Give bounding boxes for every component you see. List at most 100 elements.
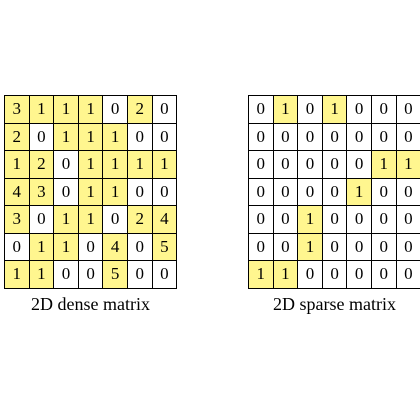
sparse-matrix-cell-r0-c1: 1 (273, 96, 299, 124)
dense-matrix-cell-r1-c0: 2 (5, 123, 30, 151)
dense-matrix-cell-r2-c2: 0 (54, 151, 79, 179)
sparse-matrix-cell-r0-c2: 0 (298, 96, 323, 124)
sparse-matrix-cell-r4-c4: 0 (347, 206, 372, 234)
dense-matrix-cell-r0-c5: 2 (127, 96, 153, 124)
sparse-matrix-cell-r0-c0: 0 (249, 96, 274, 124)
dense-matrix-cell-r5-c5: 0 (127, 233, 153, 261)
dense-matrix-cell-r1-c2: 1 (54, 123, 79, 151)
sparse-matrix-cell-r2-c0: 0 (249, 151, 274, 179)
sparse-matrix-cell-r2-c3: 0 (322, 151, 348, 179)
dense-matrix-cell-r4-c2: 1 (54, 206, 79, 234)
sparse-matrix-cell-r6-c1: 1 (273, 261, 299, 289)
sparse-matrix-cell-r5-c0: 0 (249, 233, 274, 261)
dense-matrix-cell-r4-c0: 3 (5, 206, 30, 234)
dense-matrix-cell-r0-c4: 0 (103, 96, 128, 124)
dense-matrix-cell-r4-c3: 1 (78, 206, 104, 234)
sparse-matrix-cell-r5-c1: 0 (273, 233, 299, 261)
dense-matrix-cell-r1-c3: 1 (78, 123, 104, 151)
sparse-matrix-cell-r2-c6: 1 (396, 151, 420, 179)
dense-matrix-cell-r6-c5: 0 (127, 261, 153, 289)
dense-matrix-cell-r4-c6: 4 (152, 206, 178, 234)
sparse-matrix-cell-r6-c6: 0 (396, 261, 420, 289)
sparse-matrix-cell-r3-c3: 0 (322, 178, 348, 206)
dense-matrix-cell-r4-c4: 0 (103, 206, 128, 234)
sparse-matrix-cell-r0-c5: 0 (371, 96, 397, 124)
sparse-matrix-cell-r6-c0: 1 (249, 261, 274, 289)
dense-matrix-cell-r6-c4: 5 (103, 261, 128, 289)
sparse-matrix-cell-r0-c3: 1 (322, 96, 348, 124)
sparse-matrix-cell-r0-c6: 0 (396, 96, 420, 124)
sparse-matrix-cell-r1-c1: 0 (273, 123, 299, 151)
dense-matrix-cell-r4-c1: 0 (29, 206, 55, 234)
dense-matrix-cell-r0-c3: 1 (78, 96, 104, 124)
sparse-matrix-caption: 2D sparse matrix (273, 293, 396, 314)
dense-matrix-cell-r5-c0: 0 (5, 233, 30, 261)
sparse-matrix-cell-r3-c0: 0 (249, 178, 274, 206)
sparse-matrix-cell-r3-c2: 0 (298, 178, 323, 206)
sparse-matrix-cell-r3-c5: 0 (371, 178, 397, 206)
sparse-matrix-cell-r6-c2: 0 (298, 261, 323, 289)
sparse-matrix-cell-r2-c1: 0 (273, 151, 299, 179)
sparse-matrix-cell-r4-c3: 0 (322, 206, 348, 234)
sparse-matrix-cell-r0-c4: 0 (347, 96, 372, 124)
sparse-matrix-cell-r4-c5: 0 (371, 206, 397, 234)
sparse-matrix-cell-r1-c2: 0 (298, 123, 323, 151)
dense-matrix-cell-r5-c1: 1 (29, 233, 55, 261)
dense-matrix-cell-r3-c4: 1 (103, 178, 128, 206)
dense-matrix-cell-r3-c3: 1 (78, 178, 104, 206)
dense-matrix-cell-r3-c2: 0 (54, 178, 79, 206)
dense-matrix-caption: 2D dense matrix (31, 293, 150, 314)
dense-matrix-cell-r5-c6: 5 (152, 233, 178, 261)
sparse-matrix-cell-r2-c4: 0 (347, 151, 372, 179)
dense-matrix-cell-r4-c5: 2 (127, 206, 153, 234)
sparse-matrix-cell-r4-c2: 1 (298, 206, 323, 234)
dense-matrix-cell-r6-c6: 0 (152, 261, 178, 289)
sparse-matrix-cell-r4-c0: 0 (249, 206, 274, 234)
dense-matrix-cell-r6-c0: 1 (5, 261, 30, 289)
dense-matrix-cell-r1-c1: 0 (29, 123, 55, 151)
dense-matrix-cell-r2-c6: 1 (152, 151, 178, 179)
sparse-matrix-cell-r6-c4: 0 (347, 261, 372, 289)
sparse-matrix-cell-r1-c6: 0 (396, 123, 420, 151)
sparse-matrix-cell-r5-c6: 0 (396, 233, 420, 261)
dense-matrix-cell-r3-c1: 3 (29, 178, 55, 206)
dense-matrix-cell-r1-c4: 1 (103, 123, 128, 151)
sparse-matrix-cell-r2-c2: 0 (298, 151, 323, 179)
dense-matrix-cell-r2-c1: 2 (29, 151, 55, 179)
sparse-matrix-cell-r5-c3: 0 (322, 233, 348, 261)
dense-matrix-cell-r1-c6: 0 (152, 123, 178, 151)
dense-matrix-cell-r0-c6: 0 (152, 96, 178, 124)
sparse-matrix-cell-r3-c1: 0 (273, 178, 299, 206)
sparse-matrix-cell-r4-c6: 0 (396, 206, 420, 234)
sparse-matrix-cell-r1-c3: 0 (322, 123, 348, 151)
sparse-matrix-cell-r6-c3: 0 (322, 261, 348, 289)
dense-matrix-cell-r5-c4: 4 (103, 233, 128, 261)
dense-matrix-cell-r0-c0: 3 (5, 96, 30, 124)
dense-matrix-cell-r5-c2: 1 (54, 233, 79, 261)
dense-matrix-cell-r3-c6: 0 (152, 178, 178, 206)
sparse-matrix-cell-r6-c5: 0 (371, 261, 397, 289)
sparse-matrix-cell-r5-c2: 1 (298, 233, 323, 261)
dense-matrix-cell-r1-c5: 0 (127, 123, 153, 151)
sparse-matrix-cell-r5-c4: 0 (347, 233, 372, 261)
dense-matrix-cell-r2-c0: 1 (5, 151, 30, 179)
dense-matrix-cell-r3-c0: 4 (5, 178, 30, 206)
dense-matrix-cell-r2-c4: 1 (103, 151, 128, 179)
sparse-matrix-cell-r1-c5: 0 (371, 123, 397, 151)
sparse-matrix-cell-r3-c4: 1 (347, 178, 372, 206)
sparse-matrix-cell-r5-c5: 0 (371, 233, 397, 261)
sparse-matrix-cell-r1-c4: 0 (347, 123, 372, 151)
dense-matrix-cell-r5-c3: 0 (78, 233, 104, 261)
dense-matrix-cell-r2-c3: 1 (78, 151, 104, 179)
dense-matrix-cell-r0-c2: 1 (54, 96, 79, 124)
dense-matrix-cell-r2-c5: 1 (127, 151, 153, 179)
sparse-matrix-cell-r3-c6: 0 (396, 178, 420, 206)
dense-matrix-cell-r6-c1: 1 (29, 261, 55, 289)
dense-matrix-cell-r0-c1: 1 (29, 96, 55, 124)
dense-matrix-cell-r6-c3: 0 (78, 261, 104, 289)
sparse-matrix-cell-r4-c1: 0 (273, 206, 299, 234)
